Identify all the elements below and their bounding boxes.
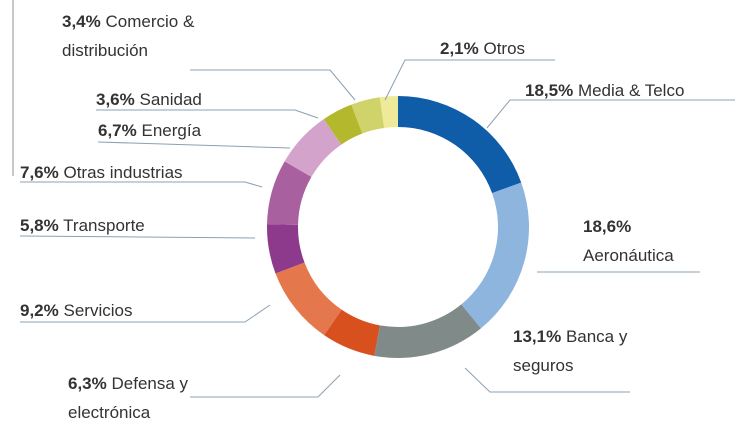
leader-line [384,59,555,101]
slice-category-label: Media & Telco [577,81,685,100]
leader-line [190,374,341,398]
slice-category-label: Banca y seguros [513,327,628,375]
donut-slice [398,96,522,194]
slice-label: 9,2% Servicios [20,296,220,325]
donut-slice [379,96,398,128]
slice-label: 18,5% Media & Telco [525,76,745,105]
slice-value-label: 7,6% [20,163,59,182]
leader-line [486,99,735,129]
leader-line [464,367,630,393]
slice-value-label: 5,8% [20,216,59,235]
slice-category-label: Energía [141,121,202,140]
donut-slice [351,97,385,134]
slice-label: 18,6% Aeronáutica [583,212,733,270]
slice-category-label: Otros [483,39,526,58]
slice-category-label: Otras industrias [63,163,183,182]
donut-slice [284,119,342,177]
slice-label: 13,1% Banca y seguros [513,322,683,380]
slice-value-label: 6,3% [68,374,107,393]
slice-value-label: 18,6% [583,217,632,236]
donut-slice [267,161,312,225]
donut-slice [461,182,529,329]
slice-label: 7,6% Otras industrias [20,158,260,187]
slice-label: 3,4% Comercio & distribución [62,7,252,65]
donut-slice [275,262,342,336]
donut-slice [324,309,380,356]
slice-value-label: 13,1% [513,327,562,346]
slice-category-label: Aeronáutica [583,246,674,265]
slice-label: 5,8% Transporte [20,211,220,240]
leader-line [19,235,256,239]
slice-value-label: 3,6% [96,90,135,109]
slice-label: 2,1% Otros [440,34,640,63]
slice-label: 6,7% Energía [98,116,298,145]
slice-value-label: 9,2% [20,301,59,320]
slice-value-label: 2,1% [440,39,479,58]
slice-label: 3,6% Sanidad [96,85,296,114]
slice-category-label: Transporte [63,216,145,235]
slice-value-label: 3,4% [62,12,101,31]
leader-line [190,69,356,101]
slice-category-label: Sanidad [139,90,202,109]
leader-line [20,304,271,323]
slice-value-label: 18,5% [525,81,574,100]
slice-category-label: Defensa y electrónica [68,374,189,422]
slice-value-label: 6,7% [98,121,137,140]
donut-slice [267,224,305,274]
slice-label: 6,3% Defensa y electrónica [68,369,238,425]
leader-line [96,109,319,119]
donut-slice [323,104,363,145]
leader-line [20,181,263,188]
donut-slice [374,304,481,359]
slice-category-label: Servicios [63,301,133,320]
leader-line [97,141,291,149]
slice-category-label: Comercio & distribución [62,12,195,60]
